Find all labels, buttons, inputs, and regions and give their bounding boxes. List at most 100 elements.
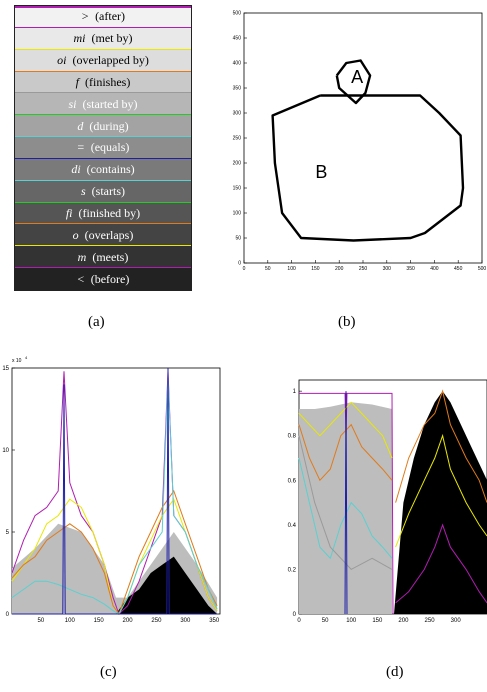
x-tick-label: 300 (451, 618, 462, 624)
x-tick-label: 200 (123, 618, 134, 624)
axes: 0 50 100 150 200 250 300 350 400 450 500 0 50 100 150 2… (233, 11, 487, 272)
caption-c: (c) (100, 664, 117, 680)
region-label-B: B (315, 162, 327, 182)
relation-label: (equals) (84, 140, 130, 155)
x-tick-label: 350 (209, 618, 220, 624)
x-tick-label: 200 (335, 266, 344, 272)
y-tick-label: 0 (6, 612, 10, 618)
y-tick-label: 500 (233, 11, 242, 17)
legend-row: si (started by) (15, 93, 191, 116)
area-fill (394, 391, 487, 614)
legend-row: fi (finished by) (15, 202, 191, 225)
y-tick-label: 15 (2, 366, 9, 372)
relation-symbol: < (76, 271, 85, 286)
region-outline-A (335, 59, 372, 105)
legend-row: o (overlaps) (15, 224, 191, 247)
series-line (298, 457, 393, 560)
legend-row: d (during) (15, 115, 191, 138)
x-tick-label: 250 (359, 266, 368, 272)
y-tick-label: 350 (233, 86, 242, 92)
y-tick-label: 300 (233, 111, 242, 117)
legend-row: oi (overlapped by) (15, 49, 191, 72)
x-tick-label: 50 (265, 266, 271, 272)
chart-c-relation-counts: 50 100 150 200 250 300 350 0 5 10 15x 104 (2, 355, 221, 624)
y-tick-label: 0 (293, 612, 297, 618)
legend-row: di (contains) (15, 158, 191, 181)
relation-label: (met by) (85, 31, 133, 46)
series-line (12, 367, 218, 615)
y-tick-label: 400 (233, 61, 242, 67)
relation-label: (contains) (80, 162, 135, 177)
y-tick-label: 10 (2, 448, 9, 454)
series-line (11, 489, 218, 616)
relation-label: (started by) (76, 96, 138, 111)
relation-symbol: oi (57, 53, 67, 68)
y-tick-label: 200 (233, 161, 242, 167)
caption-d: (d) (386, 664, 404, 680)
x-tick-label: 50 (38, 618, 45, 624)
region-label-A: A (351, 67, 363, 87)
y-tick-label: 100 (233, 211, 242, 217)
y-multiplier: x 10 (12, 358, 22, 364)
legend-row: = (equals) (15, 137, 191, 159)
series-line (298, 435, 393, 571)
caption-a: (a) (88, 314, 105, 330)
x-tick-label: 300 (180, 618, 191, 624)
legend-row: m (meets) (15, 246, 191, 269)
y-tick-label: 250 (233, 136, 242, 142)
relation-legend: > (after) mi (met by) oi (overlapped by) f … (14, 5, 192, 291)
x-tick-label: 500 (478, 266, 487, 272)
x-tick-label: 300 (383, 266, 392, 272)
legend-row: < (before) (15, 268, 191, 290)
series-line (395, 433, 487, 548)
series-line (395, 389, 487, 503)
relation-label: (finishes) (79, 74, 131, 89)
relation-symbol: > (80, 9, 90, 24)
relation-symbol: s (81, 184, 86, 199)
region-outline-B (271, 94, 465, 242)
y-tick-label: 450 (233, 36, 242, 42)
legend-row: > (after) (15, 6, 191, 28)
y-tick-label: 0 (238, 261, 241, 267)
y-tick-label: 0.4 (288, 523, 297, 529)
plot-frame (243, 12, 483, 264)
x-tick-label: 250 (425, 618, 436, 624)
series-line (344, 391, 348, 615)
relation-symbol: si (68, 96, 77, 111)
relation-symbol: o (72, 227, 79, 242)
relation-symbol: m (77, 249, 87, 264)
relation-label: (starts) (85, 184, 125, 199)
x-tick-label: 100 (65, 618, 76, 624)
relation-label: (overlaps) (78, 227, 134, 242)
x-tick-label: 400 (430, 266, 439, 272)
y-tick-label: 50 (235, 236, 241, 242)
x-tick-label: 0 (243, 266, 246, 272)
relation-symbol: fi (65, 206, 73, 221)
x-tick-label: 100 (346, 618, 357, 624)
y-tick-label: 5 (6, 530, 10, 536)
x-tick-label: 350 (406, 266, 415, 272)
chart-b-region-shapes: 0 50 100 150 200 250 300 350 400 450 500 0 50 100 150 2… (233, 11, 487, 272)
chart-d-relation-fractions: 0 50 100 150 200 250 300 0 0.2 0.4 0.6 0.8 1 (288, 379, 487, 624)
y-multiplier-exponent: 4 (25, 355, 28, 360)
x-tick-label: 250 (151, 618, 162, 624)
x-tick-label: 450 (454, 266, 463, 272)
relation-symbol: d (77, 118, 84, 133)
x-tick-label: 100 (287, 266, 296, 272)
x-tick-label: 200 (398, 618, 409, 624)
caption-b: (b) (338, 314, 356, 330)
x-tick-label: 150 (372, 618, 383, 624)
legend-row: f (finishes) (15, 71, 191, 94)
relation-label: (meets) (86, 249, 129, 264)
x-tick-label: 0 (297, 618, 301, 624)
y-tick-label: 0.6 (288, 478, 297, 484)
legend-divider (15, 6, 191, 8)
relation-symbol: mi (73, 31, 86, 46)
relation-label: (during) (83, 118, 129, 133)
legend-row: mi (met by) (15, 27, 191, 50)
y-tick-label: 0.2 (288, 567, 297, 573)
relation-label: (overlapped by) (66, 53, 149, 68)
x-tick-label: 150 (94, 618, 105, 624)
y-tick-label: 150 (233, 186, 242, 192)
series-line (395, 523, 487, 604)
